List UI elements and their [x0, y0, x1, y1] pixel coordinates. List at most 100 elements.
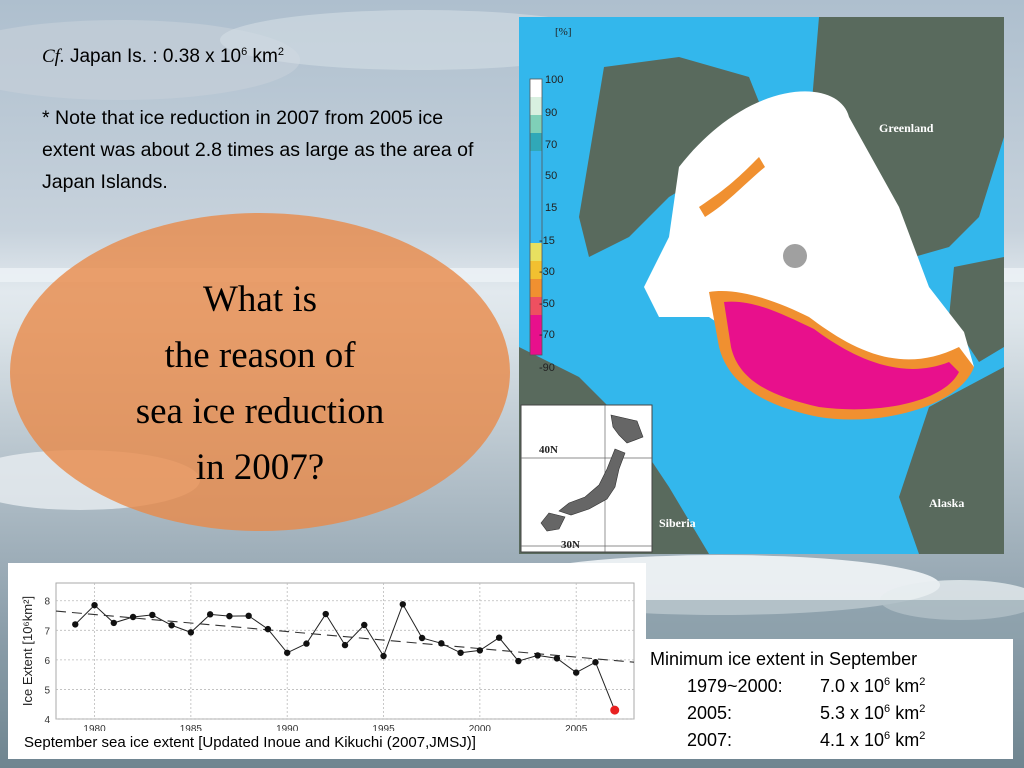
inset-40n-label: 40N — [539, 444, 558, 456]
y-tick-label: 5 — [44, 685, 50, 696]
min-row-2007: 2007: 4.1 x 106 km2 — [687, 730, 925, 751]
highlight-point-2007 — [610, 705, 620, 715]
data-point — [438, 640, 445, 647]
question-line-1: What is — [202, 279, 318, 320]
legend-swatch — [530, 133, 542, 151]
min-row-2005: 2005: 5.3 x 106 km2 — [687, 703, 925, 724]
data-point — [245, 612, 252, 620]
y-tick-label: 8 — [44, 597, 50, 608]
data-point — [380, 652, 387, 660]
japan-inset-map: 40N 30N — [520, 404, 653, 553]
cf-prefix: Cf. — [42, 46, 65, 67]
legend-label: -90 — [539, 362, 555, 374]
data-point — [264, 625, 272, 633]
min-row-unit-exp: 2 — [919, 703, 926, 715]
question-text: What is the reason of sea ice reduction … — [60, 272, 460, 496]
legend-swatch — [530, 297, 542, 315]
greenland-label: Greenland — [879, 121, 934, 135]
data-point — [476, 647, 484, 654]
data-point — [573, 669, 580, 676]
min-row-label: 2007: — [687, 730, 733, 750]
legend-swatch — [530, 279, 542, 297]
data-point — [592, 659, 599, 666]
legend-label: -70 — [539, 329, 555, 341]
data-point — [284, 649, 291, 656]
legend-label: 50 — [545, 170, 557, 182]
minimum-extent-title: Minimum ice extent in September — [650, 649, 918, 669]
legend-swatch — [530, 315, 542, 355]
question-line-3: sea ice reduction — [135, 391, 385, 432]
x-tick-label: 1990 — [276, 724, 299, 731]
x-tick-label: 1995 — [372, 724, 395, 731]
data-point — [515, 657, 522, 665]
cf-text: Japan Is. : 0.38 x 10 — [69, 46, 242, 67]
siberia-label: Siberia — [659, 516, 696, 530]
x-tick-label: 2000 — [469, 724, 492, 731]
data-point — [226, 612, 233, 620]
data-point — [303, 640, 310, 647]
min-row-value: 4.1 x 10 — [820, 730, 885, 750]
sea-ice-extent-chart-panel: 4 5 6 7 8 1980 1985 1990 1995 2000 2005 Ice Extent… — [8, 563, 646, 759]
chart-grid — [56, 583, 634, 720]
x-tick-label: 1980 — [83, 724, 106, 731]
data-point — [534, 652, 541, 659]
legend-label: 70 — [545, 139, 557, 151]
minimum-extent-box — [643, 639, 1013, 759]
legend-swatch — [530, 196, 542, 243]
legend-swatch — [530, 151, 542, 196]
cf-exponent: 6 — [241, 46, 248, 58]
question-line-4: in 2007? — [195, 447, 325, 488]
min-row-value: 7.0 x 10 — [820, 676, 885, 696]
legend-swatch — [530, 97, 542, 115]
min-row-unit-exp: 2 — [919, 730, 926, 742]
japan-area-note: Cf. Japan Is. : 0.38 x 106 km2 — [42, 46, 284, 68]
data-point — [341, 641, 349, 649]
min-row-1979-2000: 1979~2000: 7.0 x 106 km2 — [687, 676, 925, 697]
min-row-label: 1979~2000: — [687, 676, 783, 696]
legend-label: 90 — [545, 107, 557, 119]
sea-ice-extent-chart: 4 5 6 7 8 1980 1985 1990 1995 2000 2005 Ice Extent… — [20, 582, 635, 735]
data-point — [457, 649, 464, 656]
question-line-2: the reason of — [164, 335, 356, 376]
legend-frame — [529, 78, 543, 356]
legend-label: 15 — [545, 202, 557, 214]
min-row-unit: km — [895, 703, 920, 723]
legend-label: 100 — [545, 74, 563, 86]
x-tick-label: 1985 — [180, 724, 203, 731]
data-point — [129, 613, 137, 621]
legend-swatch — [530, 243, 542, 261]
chart-caption: September sea ice extent [Updated Inoue … — [24, 734, 476, 751]
data-point — [72, 621, 79, 628]
data-point — [399, 601, 406, 608]
chart-ylabel: Ice Extent [10⁶km²] — [20, 596, 35, 706]
plot-area — [55, 582, 635, 720]
legend-swatch — [530, 79, 542, 97]
min-row-unit-exp: 2 — [919, 676, 926, 688]
alaska-label: Alaska — [929, 496, 964, 510]
data-point — [361, 621, 368, 629]
min-row-unit: km — [895, 676, 920, 696]
min-row-label: 2005: — [687, 703, 733, 723]
ice-reduction-note: * Note that ice reduction in 2007 from 2… — [42, 107, 474, 193]
data-point — [553, 655, 561, 662]
cf-unit-exponent: 2 — [277, 46, 284, 58]
legend-label: -30 — [539, 266, 555, 278]
legend-label: -15 — [539, 235, 555, 247]
data-point — [110, 619, 118, 627]
data-point — [495, 634, 503, 641]
min-row-exp: 6 — [884, 676, 891, 688]
inset-30n-label: 30N — [561, 539, 580, 551]
data-point — [168, 622, 175, 629]
legend-swatch — [530, 261, 542, 279]
data-point — [187, 629, 195, 636]
y-tick-label: 4 — [44, 715, 50, 726]
color-scale-legend: [%] 100 90 70 50 15 -15 -30 -50 -70 -90 — [529, 26, 572, 374]
min-row-value: 5.3 x 10 — [820, 703, 885, 723]
cf-unit: km — [252, 46, 278, 67]
y-tick-label: 7 — [44, 626, 50, 637]
min-row-unit: km — [895, 730, 920, 750]
question-oval — [10, 213, 510, 531]
x-tick-label: 2005 — [565, 724, 588, 731]
y-tick-label: 6 — [44, 656, 50, 667]
data-point — [91, 601, 98, 609]
